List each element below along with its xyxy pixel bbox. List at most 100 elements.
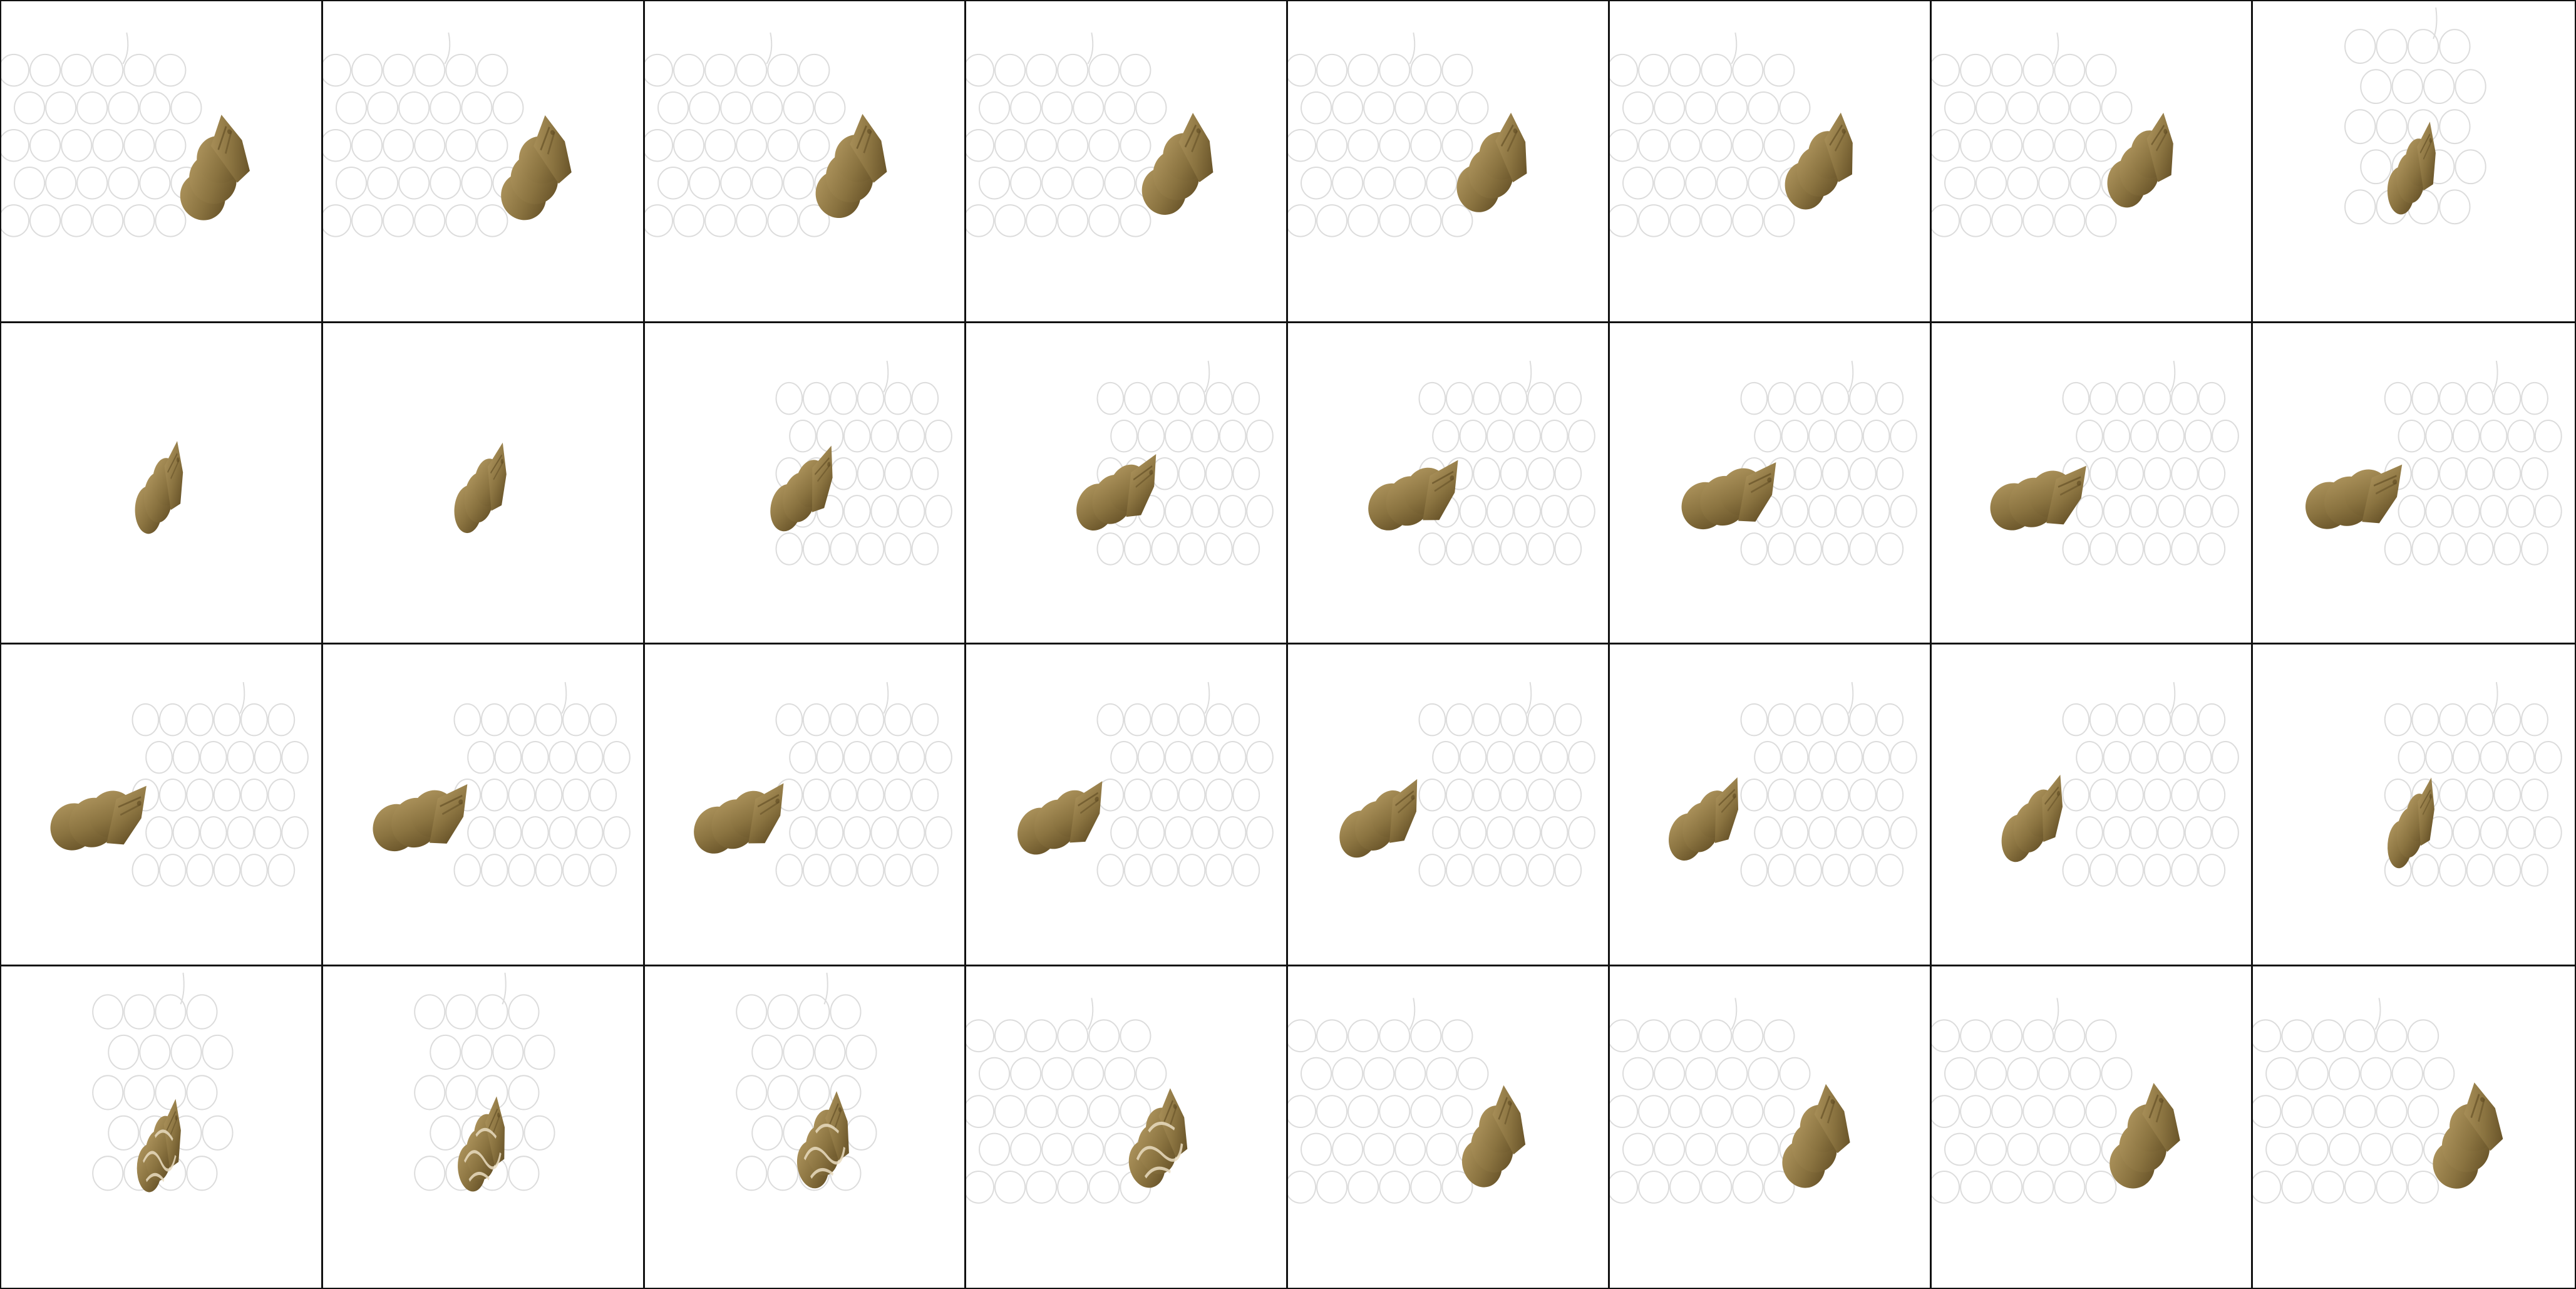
- render-frame-canvas: [1018, 681, 1274, 887]
- render-frame-canvas: [2344, 7, 2486, 225]
- render-frame: [322, 644, 645, 966]
- render-frame: [1931, 323, 2254, 644]
- net-mesh: [735, 972, 877, 1191]
- render-frame: [1931, 1, 2254, 323]
- render-frame: [1609, 644, 1932, 966]
- net-mesh: [2253, 997, 2455, 1204]
- net-mesh: [775, 360, 952, 566]
- chess-knight-render: [373, 784, 468, 852]
- render-frame-canvas: [1609, 32, 1853, 237]
- net-mesh: [1096, 681, 1274, 887]
- render-frame-canvas: [644, 32, 887, 237]
- chess-knight-render: [2388, 122, 2436, 215]
- render-frame-canvas: [1681, 360, 1917, 566]
- chess-knight-render: [1681, 462, 1776, 529]
- render-frame: [322, 1, 645, 323]
- render-frame: [1609, 966, 1932, 1288]
- chess-knight-render: [1461, 1085, 1526, 1188]
- net-mesh: [1418, 681, 1595, 887]
- render-frame: [1288, 323, 1610, 644]
- net-mesh: [1740, 681, 1917, 887]
- render-frame: [2253, 323, 2575, 644]
- net-mesh: [1288, 32, 1489, 237]
- chess-knight-render: [457, 1095, 505, 1191]
- render-frame-canvas: [1931, 32, 2173, 237]
- render-frame: [1931, 644, 2254, 966]
- render-frame-canvas: [1, 32, 250, 237]
- render-frame-canvas: [92, 972, 234, 1192]
- chess-knight-render: [1782, 1084, 1850, 1188]
- render-frame-canvas: [693, 681, 952, 887]
- net-mesh: [2344, 7, 2486, 225]
- render-frame: [966, 1, 1288, 323]
- render-frame-canvas: [2001, 681, 2239, 887]
- render-frame: [1609, 323, 1932, 644]
- net-mesh: [1740, 360, 1917, 566]
- net-mesh: [644, 32, 845, 237]
- render-frame: [2253, 644, 2575, 966]
- render-frame: [644, 1, 967, 323]
- net-mesh: [1931, 997, 2132, 1204]
- render-frame: [322, 966, 645, 1288]
- chess-knight-render: [1018, 781, 1103, 855]
- render-frame: [1, 644, 323, 966]
- net-mesh: [1096, 360, 1274, 566]
- render-frame-canvas: [1668, 681, 1917, 887]
- render-frame: [322, 323, 645, 644]
- chess-knight-render: [180, 115, 250, 220]
- render-frame-canvas: [322, 32, 572, 237]
- render-frame-canvas: [966, 32, 1213, 237]
- chess-knight-render: [796, 1090, 849, 1188]
- chess-knight-render: [1339, 779, 1418, 858]
- chess-knight-render: [50, 785, 147, 851]
- render-frame: [966, 966, 1288, 1288]
- render-frame: [1288, 966, 1610, 1288]
- render-frame: [1, 1, 323, 323]
- chess-knight-render: [770, 445, 833, 531]
- net-mesh: [131, 681, 309, 887]
- chess-knight-render: [2106, 113, 2173, 208]
- render-frame-canvas: [1368, 360, 1595, 566]
- render-frame-canvas: [1609, 997, 1850, 1204]
- net-mesh: [1931, 32, 2132, 237]
- chess-knight-render: [135, 440, 183, 534]
- chess-knight-render: [1141, 113, 1213, 215]
- chess-knight-render: [1076, 453, 1157, 531]
- render-frame-canvas: [135, 440, 183, 534]
- net-mesh: [453, 681, 631, 887]
- chess-knight-render: [500, 115, 572, 220]
- chess-knight-render: [2388, 777, 2435, 869]
- render-frame: [1288, 1, 1610, 323]
- net-mesh: [775, 681, 952, 887]
- render-frame: [1288, 644, 1610, 966]
- chess-knight-render: [1456, 112, 1527, 212]
- render-frame-canvas: [2384, 681, 2562, 887]
- render-frame: [2253, 1, 2575, 323]
- render-frame-canvas: [2253, 997, 2503, 1204]
- render-frame: [644, 966, 967, 1288]
- chess-knight-render: [454, 442, 507, 533]
- render-frame-canvas: [1076, 360, 1274, 566]
- chess-knight-render: [2109, 1082, 2180, 1188]
- render-frame: [966, 323, 1288, 644]
- chess-knight-render: [815, 113, 887, 219]
- render-frame: [1609, 1, 1932, 323]
- render-frame-canvas: [2306, 360, 2562, 566]
- render-frame-canvas: [1339, 681, 1595, 887]
- render-frame: [644, 644, 967, 966]
- render-frame-canvas: [373, 681, 631, 887]
- chess-knight-render: [693, 783, 783, 854]
- chess-knight-render: [1128, 1087, 1188, 1188]
- net-mesh: [1418, 360, 1595, 566]
- render-frame-canvas: [735, 972, 877, 1191]
- net-mesh: [413, 972, 555, 1191]
- render-frame-canvas: [50, 681, 309, 887]
- render-frame: [1931, 966, 2254, 1288]
- chess-knight-render: [1785, 112, 1853, 210]
- net-mesh: [2384, 360, 2562, 566]
- net-mesh: [322, 32, 524, 237]
- chess-knight-render: [1990, 465, 2086, 531]
- net-mesh: [1609, 997, 1811, 1204]
- render-frame: [644, 323, 967, 644]
